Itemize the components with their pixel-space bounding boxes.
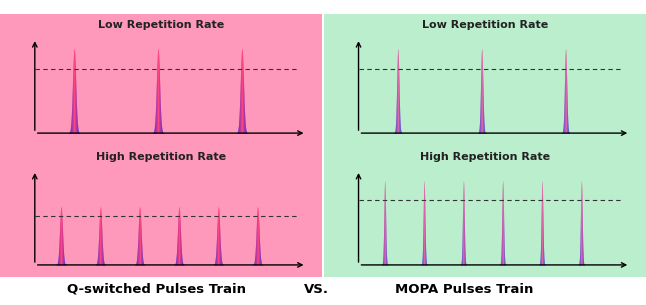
Text: MOPA Pulses Train: MOPA Pulses Train [395,283,533,296]
Text: Low Repetition Rate: Low Repetition Rate [98,20,224,31]
Text: High Repetition Rate: High Repetition Rate [420,152,550,162]
Text: VS.: VS. [304,283,329,296]
Text: High Repetition Rate: High Repetition Rate [96,152,226,162]
Text: Low Repetition Rate: Low Repetition Rate [422,20,548,31]
Text: Q-switched Pulses Train: Q-switched Pulses Train [67,283,246,296]
